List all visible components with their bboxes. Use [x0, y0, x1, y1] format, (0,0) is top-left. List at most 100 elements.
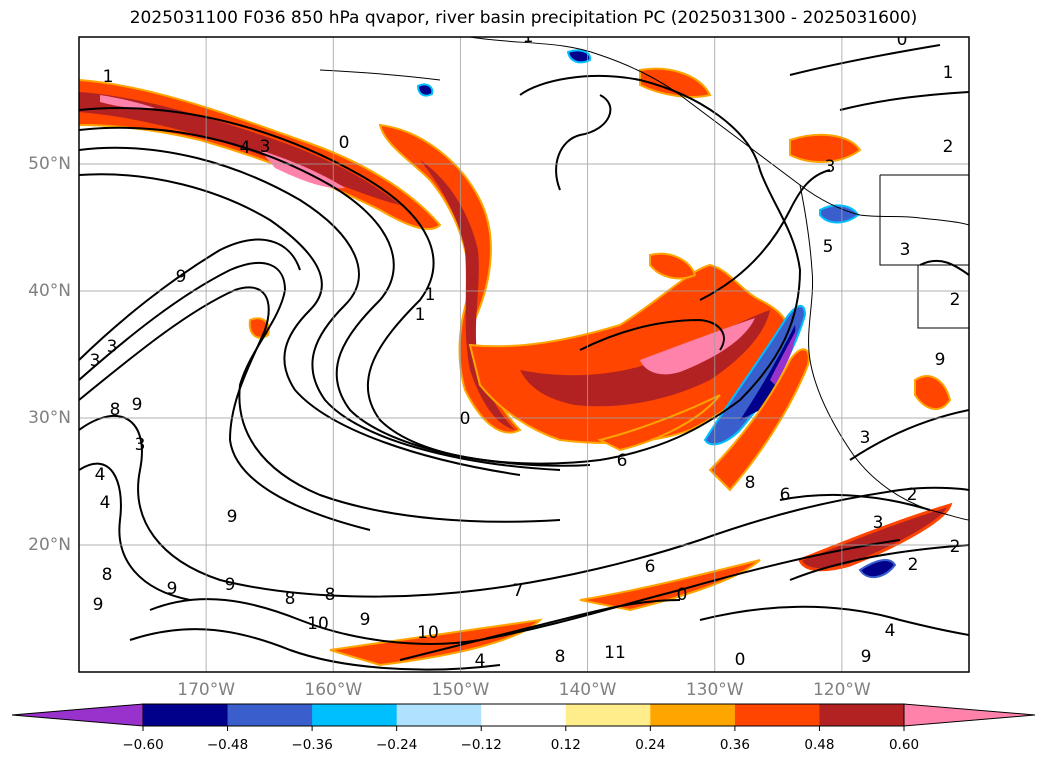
shade-band-southwest [329, 618, 543, 667]
contour-label: 8 [745, 473, 756, 493]
colorbar-bin [143, 704, 229, 726]
contour-label: 3 [135, 435, 146, 455]
colorbar-bin [227, 704, 313, 726]
contour-label: 9 [227, 507, 238, 527]
colorbar-bin [312, 704, 398, 726]
contour-label: 0 [460, 409, 471, 429]
colorbar-tick-label: −0.60 [122, 737, 164, 753]
shade-band-eastern-core [520, 310, 770, 407]
contour-label: 11 [604, 643, 626, 663]
contour-label: 9 [861, 647, 872, 667]
precipitation-shading [79, 49, 953, 667]
contour-label: 4 [240, 138, 251, 158]
contour-line [79, 173, 521, 476]
contour-label: 3 [825, 157, 836, 177]
contour-label: 1 [425, 285, 436, 305]
contour-line [129, 628, 501, 671]
contour-label: 2 [908, 555, 919, 575]
shade-east-patch [914, 375, 952, 410]
contour-label: 8 [102, 565, 113, 585]
contour-label: 2 [943, 137, 954, 157]
contour-line [779, 493, 931, 511]
border-us-interior2 [917, 265, 969, 329]
colorbar-bin [481, 704, 567, 726]
contour-label: 3 [90, 351, 101, 371]
colorbar-tick-label: 0.24 [635, 737, 666, 753]
lat-label: 30°N [28, 408, 71, 428]
lon-label: 160°W [304, 680, 363, 700]
contour-label: 3 [900, 240, 911, 260]
contour-line [79, 146, 561, 471]
shade-band-eastern-peak [640, 318, 755, 375]
contour-line [79, 238, 301, 361]
shade-coast-negative [703, 305, 807, 446]
contour-label: 9 [132, 395, 143, 415]
aleutians [319, 69, 441, 81]
contour-label: 9 [176, 267, 187, 287]
contour-line [579, 318, 725, 351]
contour-label: 1 [943, 63, 954, 83]
contour-label: 2 [907, 485, 918, 505]
contour-label: 0 [677, 585, 688, 605]
colorbar-tick-label: −0.12 [460, 737, 502, 753]
contour-label: 8 [285, 589, 296, 609]
contour-label: 0 [339, 133, 350, 153]
shade-band-northwest-peak2 [100, 95, 155, 109]
contour-label: 4 [100, 493, 111, 513]
colorbar-bin [396, 704, 482, 726]
border-us-interior [879, 175, 969, 266]
colorbar-tick-label: 0.48 [804, 737, 835, 753]
contour-label: 10 [307, 614, 329, 634]
contour-label: 8 [110, 400, 121, 420]
contour-line [789, 44, 941, 76]
contour-label: 4 [885, 621, 896, 641]
shade-plume-central [378, 123, 522, 434]
colorbar-tick-label: 0.12 [550, 737, 581, 753]
qvapor-contours [79, 44, 969, 671]
contour-line [849, 409, 969, 461]
lat-label: 50°N [28, 154, 71, 174]
lon-label: 150°W [431, 680, 490, 700]
colorbar-tick-label: 0.60 [888, 737, 920, 753]
contour-line [399, 599, 681, 661]
shade-coast-negative-peak [770, 330, 796, 385]
colorbar-tick-label: 0.36 [719, 737, 750, 753]
map-frame [78, 36, 970, 673]
contour-label: 3 [860, 428, 871, 448]
contour-label: 2 [950, 290, 961, 310]
contour-label: 9 [935, 350, 946, 370]
shade-central-east-patch [649, 252, 697, 280]
colorbar-bin [650, 704, 736, 726]
shade-band-southeast [798, 502, 953, 572]
colorbar-bin [565, 704, 651, 726]
contour-line [79, 414, 969, 598]
colorbar-tick-label: −0.36 [291, 737, 333, 753]
contour-label: 3 [260, 137, 271, 157]
contour-line [555, 94, 612, 191]
contour-line [79, 462, 191, 601]
contour-label: 6 [780, 485, 791, 505]
shade-coast-positive [708, 348, 810, 492]
lat-label: 40°N [28, 281, 71, 301]
contour-label: 4 [95, 465, 106, 485]
contour-line [919, 259, 969, 276]
contour-label: 10 [417, 623, 439, 643]
contour-label: 1 [103, 67, 114, 87]
contour-label: 9 [360, 610, 371, 630]
contour-label: 8 [325, 585, 336, 605]
contour-label: 6 [645, 557, 656, 577]
colorbar-tick-label: −0.24 [375, 737, 418, 753]
lon-label: 140°W [558, 680, 617, 700]
lat-label: 20°N [28, 535, 71, 555]
contour-label: 9 [93, 595, 104, 615]
contour-label: 4 [475, 651, 486, 671]
lon-label: 170°W [177, 680, 236, 700]
gridlines [79, 37, 969, 672]
contour-line [839, 91, 969, 111]
colorbar-over-extension [903, 703, 1036, 727]
shade-band-se-tail [597, 394, 721, 452]
colorbar-bin [819, 704, 905, 726]
contour-label: 7 [513, 581, 524, 601]
